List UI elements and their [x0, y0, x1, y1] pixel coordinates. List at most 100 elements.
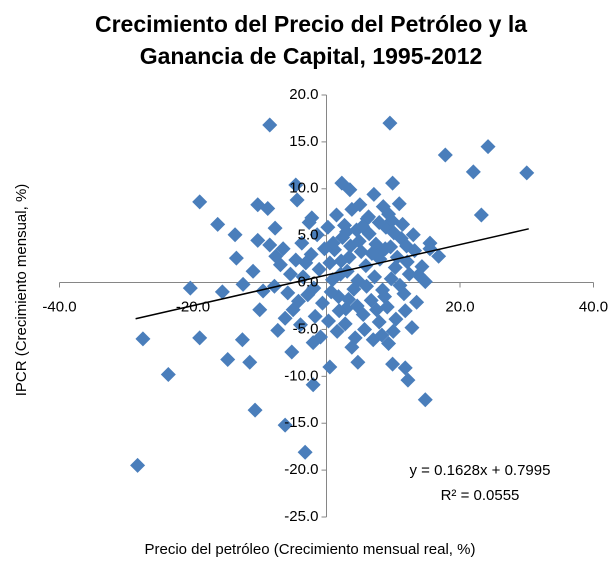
point [160, 366, 176, 382]
trendline-r2: R² = 0.0555 [441, 487, 520, 504]
point [250, 232, 266, 248]
point [364, 245, 380, 261]
point [210, 216, 226, 232]
point [371, 215, 387, 231]
point [366, 186, 382, 202]
point [322, 359, 338, 375]
point [262, 117, 278, 133]
point [519, 165, 535, 181]
point [329, 323, 345, 339]
point [414, 259, 430, 275]
point [339, 224, 355, 240]
point [369, 302, 385, 318]
point [351, 233, 367, 249]
point [431, 248, 447, 264]
point [473, 207, 489, 223]
point [252, 302, 268, 318]
point [288, 177, 304, 193]
point [297, 444, 313, 460]
point [385, 356, 401, 372]
point [306, 280, 322, 296]
y-tick-label: 10.0 [289, 180, 318, 197]
point [245, 263, 261, 279]
y-tick-label: -5.0 [293, 320, 319, 337]
point [182, 280, 198, 296]
point [284, 344, 300, 360]
point [347, 330, 363, 346]
y-axis-label: IPCR (Crecimiento mensual, %) [13, 184, 30, 397]
point [235, 276, 251, 292]
point [381, 206, 397, 222]
point [417, 392, 433, 408]
point [292, 317, 308, 333]
point [480, 139, 496, 155]
point [333, 253, 349, 269]
point [385, 175, 401, 191]
point [309, 227, 325, 243]
point [377, 289, 393, 305]
point [260, 200, 276, 216]
point [311, 261, 327, 277]
point [314, 295, 330, 311]
y-tick-label: 5.0 [298, 227, 319, 244]
y-tick-label: -15.0 [284, 414, 318, 431]
point [301, 215, 317, 231]
y-tick-label: 15.0 [289, 133, 318, 150]
point [401, 266, 417, 282]
point [277, 310, 293, 326]
point [280, 285, 296, 301]
y-tick-label: -20.0 [284, 461, 318, 478]
y-tick-label: 20.0 [289, 86, 318, 103]
point [353, 244, 369, 260]
point [227, 227, 243, 243]
y-tick-label: -10.0 [284, 367, 318, 384]
point [305, 335, 321, 351]
point [342, 182, 358, 198]
point [130, 457, 146, 473]
point [341, 291, 357, 307]
point [465, 164, 481, 180]
x-axis-label: Precio del petróleo (Crecimiento mensual… [145, 541, 476, 558]
point [289, 192, 305, 208]
point [322, 255, 338, 271]
x-tick-label: 40.0 [579, 299, 608, 316]
point [135, 331, 151, 347]
point [359, 278, 375, 294]
chart-title: Crecimiento del Precio del Petróleo y la… [94, 11, 528, 69]
point [331, 303, 347, 319]
point [262, 237, 278, 253]
y-tick-label: 0.0 [298, 274, 319, 291]
point [404, 320, 420, 336]
point [382, 115, 398, 131]
trendline [135, 228, 529, 320]
point [371, 314, 387, 330]
point [228, 250, 244, 266]
point [386, 225, 402, 241]
trendline-equation: y = 0.1628x + 0.7995 [410, 462, 551, 479]
point [290, 293, 306, 309]
point [255, 283, 271, 299]
point [268, 248, 284, 264]
point [437, 147, 453, 163]
point [298, 255, 314, 271]
point [316, 241, 332, 257]
point [381, 336, 397, 352]
point [391, 196, 407, 212]
point [397, 303, 413, 319]
point [329, 207, 345, 223]
point [409, 294, 425, 310]
point [305, 377, 321, 393]
point [350, 354, 366, 370]
point [214, 284, 230, 300]
point [383, 271, 399, 287]
point [242, 354, 258, 370]
point [270, 322, 286, 338]
point [361, 209, 377, 225]
point [307, 308, 323, 324]
x-tick-label: -40.0 [42, 299, 76, 316]
point [192, 330, 208, 346]
point [267, 220, 283, 236]
point [337, 316, 353, 332]
